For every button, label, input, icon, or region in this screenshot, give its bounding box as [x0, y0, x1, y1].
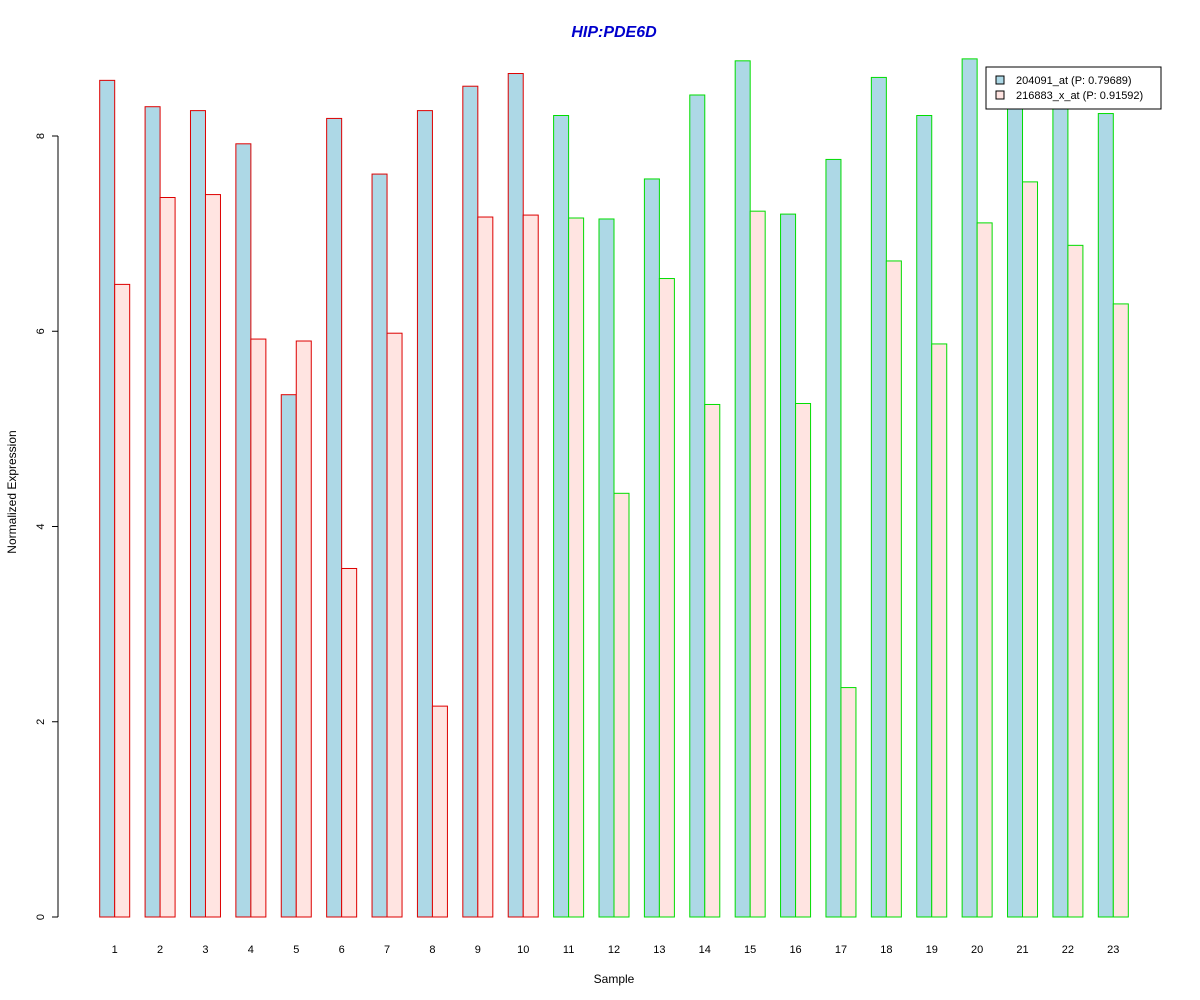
x-tick-labels: 1 2 3 4 5 6 7 8 9 10 11 12 13 14 15 16 17 18 19 20 21 22 23	[112, 944, 1120, 956]
bars-layer	[99, 58, 1129, 918]
legend-box	[985, 66, 1162, 110]
y-tick-label: 8	[35, 133, 47, 139]
bar-series-1-sample-12	[598, 218, 615, 918]
chart-title: HIP:PDE6D	[571, 24, 657, 41]
bar-series-2-sample-9	[477, 216, 494, 918]
bar-series-2-sample-14	[704, 403, 721, 918]
bar-series-1-sample-10	[507, 73, 524, 918]
x-tick-label: 20	[971, 944, 983, 956]
bar-series-1-sample-22	[1052, 106, 1069, 918]
bar-series-1-sample-3	[189, 110, 206, 918]
legend-label-series-1: 204091_at (P: 0.79689)	[1016, 75, 1132, 87]
x-tick-label: 23	[1107, 944, 1119, 956]
bar-series-2-sample-18	[885, 260, 902, 918]
x-tick-label: 12	[608, 944, 620, 956]
bar-series-1-sample-4	[235, 143, 252, 918]
x-tick-label: 8	[429, 944, 435, 956]
x-tick-label: 4	[248, 944, 254, 956]
y-axis-title: Normalized Expression	[5, 430, 19, 553]
x-tick-label: 1	[112, 944, 118, 956]
bar-series-1-sample-19	[916, 114, 933, 918]
x-tick-label: 2	[157, 944, 163, 956]
bar-series-2-sample-13	[658, 278, 675, 918]
bar-series-1-sample-7	[371, 173, 388, 918]
legend-label-series-2: 216883_x_at (P: 0.91592)	[1016, 90, 1143, 102]
x-tick-label: 9	[475, 944, 481, 956]
bar-series-2-sample-7	[386, 332, 403, 918]
x-tick-label: 13	[653, 944, 665, 956]
bar-series-2-sample-15	[749, 210, 766, 918]
legend: 204091_at (P: 0.79689) 216883_x_at (P: 0.…	[985, 66, 1162, 110]
x-tick-label: 16	[789, 944, 801, 956]
bar-series-1-sample-11	[553, 114, 570, 918]
x-tick-label: 5	[293, 944, 299, 956]
bar-series-1-sample-14	[689, 94, 706, 918]
bar-series-1-sample-16	[780, 213, 797, 918]
bar-series-2-sample-2	[159, 197, 176, 918]
bar-series-2-sample-20	[976, 222, 993, 918]
bar-series-1-sample-9	[462, 85, 479, 918]
x-tick-label: 10	[517, 944, 529, 956]
bar-series-1-sample-15	[734, 60, 751, 918]
legend-swatch-series-2	[995, 90, 1005, 100]
bar-series-1-sample-5	[280, 394, 297, 918]
y-axis: 0 2 4 6 8	[35, 133, 59, 920]
bar-series-2-sample-5	[295, 340, 312, 918]
bar-series-2-sample-23	[1112, 303, 1129, 918]
x-tick-label: 11	[563, 944, 574, 956]
bar-series-1-sample-18	[870, 76, 887, 918]
x-tick-label: 17	[835, 944, 847, 956]
bar-series-2-sample-22	[1067, 244, 1084, 918]
bar-series-1-sample-17	[825, 158, 842, 918]
x-tick-label: 15	[744, 944, 756, 956]
y-tick-label: 2	[35, 719, 47, 725]
bar-series-1-sample-8	[416, 110, 433, 918]
x-tick-label: 18	[880, 944, 892, 956]
bar-series-1-sample-2	[144, 106, 161, 918]
bar-series-2-sample-6	[341, 567, 358, 918]
x-tick-label: 21	[1016, 944, 1028, 956]
bar-series-1-sample-20	[961, 58, 978, 918]
y-tick-label: 6	[35, 328, 47, 334]
legend-swatch-series-1	[995, 75, 1005, 85]
x-tick-label: 7	[384, 944, 390, 956]
bar-series-2-sample-1	[114, 283, 131, 918]
bar-series-2-sample-16	[795, 402, 812, 918]
bar-series-1-sample-21	[1007, 106, 1024, 918]
bar-series-2-sample-12	[613, 492, 630, 918]
bar-series-2-sample-8	[431, 705, 448, 918]
bar-series-1-sample-6	[326, 117, 343, 918]
bar-series-2-sample-10	[522, 214, 539, 918]
x-axis-title: Sample	[594, 972, 635, 986]
bar-series-2-sample-4	[250, 338, 267, 918]
bar-series-2-sample-19	[931, 343, 948, 918]
x-tick-label: 14	[699, 944, 711, 956]
bar-series-1-sample-13	[643, 178, 660, 918]
y-tick-label: 4	[35, 523, 47, 529]
bar-series-2-sample-21	[1022, 181, 1039, 918]
x-tick-label: 3	[202, 944, 208, 956]
y-tick-label: 0	[35, 914, 47, 920]
x-tick-label: 6	[339, 944, 345, 956]
bar-series-1-sample-1	[99, 79, 116, 918]
x-tick-label: 19	[926, 944, 938, 956]
x-tick-label: 22	[1062, 944, 1074, 956]
bar-series-2-sample-3	[204, 194, 221, 918]
bar-series-2-sample-17	[840, 687, 857, 918]
bar-series-1-sample-23	[1097, 113, 1114, 918]
bar-series-2-sample-11	[568, 217, 585, 918]
